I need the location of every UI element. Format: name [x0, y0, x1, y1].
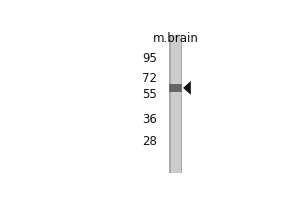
- Bar: [181, 35, 182, 173]
- Text: 55: 55: [142, 88, 157, 101]
- Text: 36: 36: [142, 113, 157, 126]
- Bar: [169, 35, 182, 173]
- Polygon shape: [183, 81, 191, 95]
- Text: m.brain: m.brain: [153, 32, 199, 45]
- Text: 28: 28: [142, 135, 157, 148]
- Text: 72: 72: [142, 72, 157, 85]
- Bar: [169, 35, 171, 173]
- Bar: [169, 84, 181, 92]
- Text: 95: 95: [142, 52, 157, 65]
